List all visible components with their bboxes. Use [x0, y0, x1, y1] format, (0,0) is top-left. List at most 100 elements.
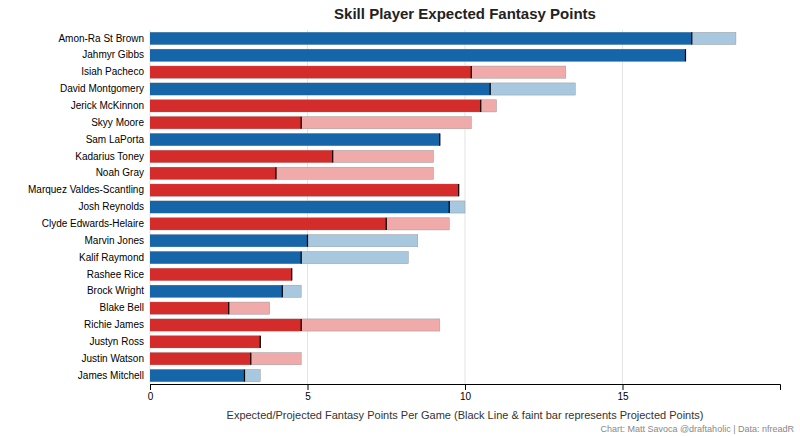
x-axis-title: Expected/Projected Fantasy Points Per Ga… — [227, 409, 704, 421]
x-axis-line — [151, 385, 781, 391]
y-tick-label: Noah Gray — [96, 167, 144, 178]
expected-bar — [150, 66, 471, 78]
cutoff-lines — [229, 32, 692, 381]
expected-bar — [150, 32, 692, 44]
x-tick: 0 — [148, 384, 154, 402]
y-tick-label: Josh Reynolds — [78, 201, 144, 212]
y-tick-label: David Montgomery — [60, 83, 144, 94]
projected-bar — [150, 32, 736, 44]
projected-bar — [150, 336, 260, 348]
expected-bar — [150, 201, 449, 213]
cutoff-line — [291, 268, 292, 280]
x-axis: 0 5 10 15 — [148, 384, 781, 402]
bars — [150, 32, 736, 381]
cutoff-line — [449, 201, 450, 213]
y-tick: Josh Reynolds — [78, 201, 150, 212]
x-tick: 5 — [305, 384, 311, 402]
y-tick: Marquez Valdes-Scantling — [28, 184, 150, 195]
y-tick-label: Jahmyr Gibbs — [82, 49, 144, 60]
y-tick-label: Amon-Ra St Brown — [58, 33, 144, 44]
y-tick-label: Jerick McKinnon — [71, 100, 144, 111]
expected-bar — [150, 353, 251, 365]
series-0 — [150, 32, 736, 381]
x-tick: 10 — [460, 384, 472, 402]
y-tick: Clyde Edwards-Helaire — [42, 218, 150, 229]
y-tick: Amon-Ra St Brown — [58, 33, 150, 44]
series-1 — [150, 32, 692, 381]
y-tick: Marvin Jones — [85, 235, 150, 246]
chart-svg: 0 5 10 15 Amon-Ra St Brown Jahmyr Gibbs Isiah … — [0, 0, 800, 436]
chart-title: Skill Player Expected Fantasy Points — [334, 5, 596, 22]
x-tick-label: 5 — [305, 391, 311, 402]
y-tick: Sam LaPorta — [86, 134, 150, 145]
y-tick-label: James Mitchell — [78, 370, 144, 381]
y-tick-label: Justin Watson — [82, 353, 144, 364]
expected-bar — [150, 252, 301, 264]
cutoff-line — [490, 83, 491, 95]
y-tick: James Mitchell — [78, 370, 150, 381]
cutoff-line — [471, 66, 472, 78]
projected-bar — [150, 319, 440, 331]
projected-bar — [150, 302, 270, 314]
projected-bar — [150, 218, 449, 230]
cutoff-line — [301, 252, 302, 264]
cutoff-line — [332, 150, 333, 162]
chart-container: 0 5 10 15 Amon-Ra St Brown Jahmyr Gibbs Isiah … — [0, 0, 800, 436]
projected-bar — [150, 134, 440, 146]
cutoff-line — [307, 235, 308, 247]
projected-bar — [150, 353, 301, 365]
y-tick: Justyn Ross — [90, 336, 150, 347]
cutoff-line — [250, 353, 251, 365]
y-tick: Rashee Rice — [87, 269, 150, 280]
cutoff-line — [386, 218, 387, 230]
cutoff-line — [244, 370, 245, 382]
expected-bar — [150, 218, 386, 230]
expected-bar — [150, 285, 282, 297]
projected-bar — [150, 252, 408, 264]
y-tick: Kadarius Toney — [75, 151, 150, 162]
x-tick-label: 15 — [617, 391, 629, 402]
cutoff-line — [685, 49, 686, 61]
y-tick: Isiah Pacheco — [81, 66, 150, 77]
expected-bar — [150, 319, 301, 331]
x-tick-mark — [623, 384, 624, 390]
projected-bar — [150, 184, 459, 196]
grid — [150, 30, 623, 384]
cutoff-line — [458, 184, 459, 196]
expected-bar — [150, 117, 301, 129]
credit: Chart: Matt Savoca @draftaholic | Data: … — [600, 424, 794, 434]
plot-area: 0 5 10 15 Amon-Ra St Brown Jahmyr Gibbs Isiah … — [28, 30, 781, 402]
projected-bar — [150, 268, 292, 280]
cutoff-line — [439, 134, 440, 146]
expected-bar — [150, 134, 440, 146]
y-tick-label: Brock Wright — [87, 285, 144, 296]
y-tick: Kalif Raymond — [79, 252, 150, 263]
projected-bar — [150, 235, 418, 247]
y-tick: Richie James — [84, 319, 150, 330]
expected-bar — [150, 370, 245, 382]
y-tick-label: Skyy Moore — [91, 117, 144, 128]
expected-bar — [150, 167, 276, 179]
y-tick-label: Justyn Ross — [90, 336, 144, 347]
y-tick: Skyy Moore — [91, 117, 150, 128]
y-tick: Noah Gray — [96, 167, 150, 178]
cutoff-line — [275, 167, 276, 179]
projected-bar — [150, 117, 471, 129]
projected-bar — [150, 49, 686, 61]
y-tick: Brock Wright — [87, 285, 150, 296]
y-tick: Blake Bell — [100, 302, 150, 313]
expected-bar — [150, 336, 260, 348]
y-tick-label: Kalif Raymond — [79, 252, 144, 263]
cutoff-line — [282, 285, 283, 297]
cutoff-line — [301, 117, 302, 129]
y-axis: Amon-Ra St Brown Jahmyr Gibbs Isiah Pachec… — [28, 33, 150, 381]
y-tick-label: Sam LaPorta — [86, 134, 145, 145]
y-tick-label: Rashee Rice — [87, 269, 145, 280]
x-tick-label: 10 — [460, 391, 472, 402]
cutoff-line — [480, 100, 481, 112]
projected-bar — [150, 370, 260, 382]
expected-bar — [150, 184, 459, 196]
y-tick-label: Marquez Valdes-Scantling — [28, 184, 144, 195]
y-tick: Jahmyr Gibbs — [82, 49, 150, 60]
expected-bar — [150, 49, 686, 61]
